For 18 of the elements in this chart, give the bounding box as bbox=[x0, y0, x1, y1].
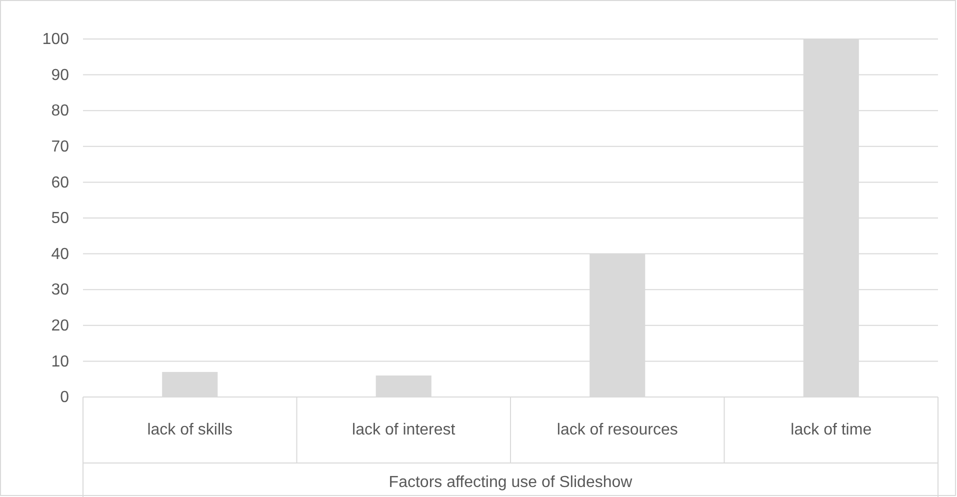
y-tick-label: 30 bbox=[51, 282, 70, 299]
y-tick-label: 70 bbox=[51, 138, 70, 156]
y-tick-label: 60 bbox=[51, 174, 70, 192]
y-tick-label: 0 bbox=[60, 389, 70, 406]
x-axis-title: Factors affecting use of Slideshow bbox=[388, 474, 633, 491]
y-tick-label: 100 bbox=[42, 31, 70, 48]
y-tick-label: 10 bbox=[51, 353, 70, 370]
x-tick-label: lack of resources bbox=[556, 421, 678, 438]
y-tick-label: 90 bbox=[51, 66, 70, 84]
y-tick-label: 40 bbox=[51, 246, 70, 263]
x-tick-label: lack of time bbox=[790, 421, 872, 438]
x-tick-label: lack of interest bbox=[352, 421, 456, 438]
y-tick-label: 20 bbox=[51, 318, 70, 335]
x-tick-label: lack of skills bbox=[147, 421, 233, 438]
bar bbox=[162, 372, 218, 397]
bar bbox=[376, 376, 432, 397]
y-tick-label: 80 bbox=[51, 102, 70, 120]
y-tick-label: 50 bbox=[51, 210, 70, 228]
